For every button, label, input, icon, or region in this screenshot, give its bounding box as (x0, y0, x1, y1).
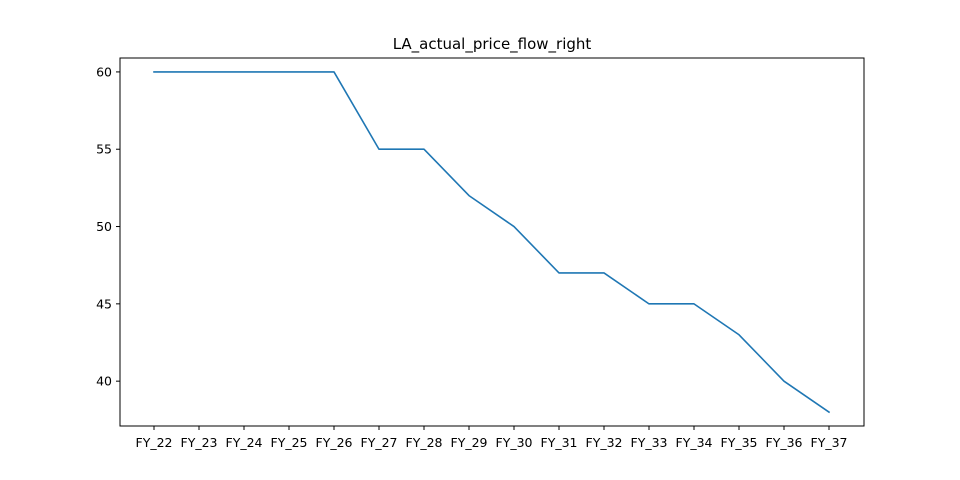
series-layer (153, 71, 831, 414)
x-tick-label: FY_26 (316, 435, 353, 450)
y-tick-label: 55 (96, 142, 112, 157)
x-tick-label: FY_25 (271, 435, 308, 450)
plot-area-frame (119, 57, 865, 427)
x-tick-label: FY_27 (361, 435, 398, 450)
y-tick-label: 45 (96, 296, 112, 311)
x-tick-label: FY_33 (631, 435, 668, 450)
x-tick-label: FY_35 (721, 435, 758, 450)
x-tick-label: FY_22 (136, 435, 173, 450)
x-tick-label: FY_34 (676, 435, 713, 450)
x-tick-label: FY_29 (451, 435, 488, 450)
x-tick-label: FY_24 (226, 435, 263, 450)
x-tick-label: FY_31 (541, 435, 578, 450)
y-tick-label: 50 (96, 219, 112, 234)
y-tick-label: 40 (96, 374, 112, 389)
y-axis: 40 45 50 55 60 (96, 64, 120, 389)
x-tick-label: FY_28 (406, 435, 443, 450)
y-tick-label: 60 (96, 64, 112, 79)
x-tick-label: FY_30 (496, 435, 533, 450)
chart-title: LA_actual_price_flow_right (393, 35, 592, 54)
series-line (153, 71, 831, 414)
x-tick-label: FY_23 (181, 435, 218, 450)
x-axis: FY_22 FY_23 FY_24 FY_25 FY_26 FY_27 FY_28 FY_29… (136, 426, 848, 450)
x-tick-label: FY_32 (586, 435, 623, 450)
x-tick-label: FY_37 (811, 435, 848, 450)
x-tick-label: FY_36 (766, 435, 803, 450)
